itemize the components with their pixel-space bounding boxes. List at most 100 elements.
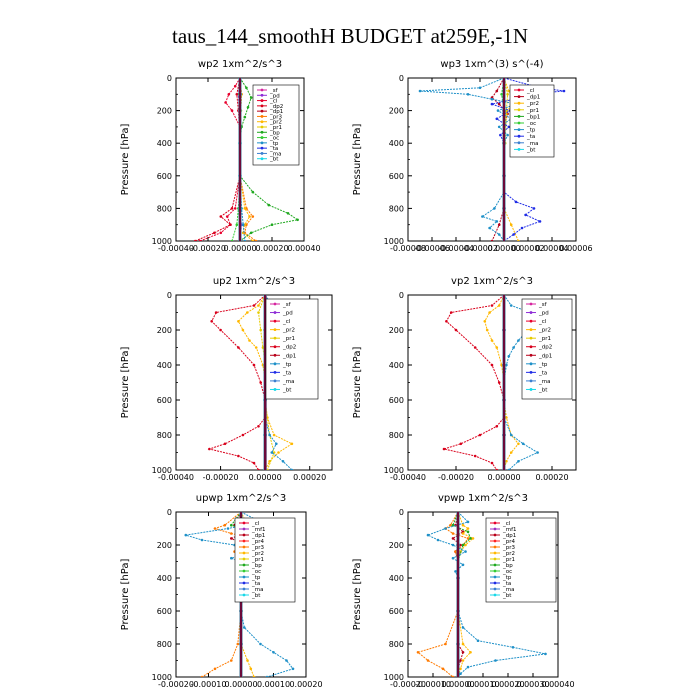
legend-item: _dp1 (257, 109, 283, 115)
legend-marker (273, 345, 277, 349)
series-line (240, 512, 262, 677)
data-point (495, 220, 499, 223)
legend-marker (242, 581, 246, 585)
legend-label: _sf (282, 302, 292, 308)
data-point (246, 659, 249, 662)
legend-marker (273, 302, 277, 306)
data-point (466, 665, 470, 669)
x-tick-label: -0.00020 (190, 244, 226, 253)
data-point (243, 207, 247, 210)
legend-label: _pr1 (502, 557, 515, 563)
data-point (252, 363, 256, 367)
data-point (235, 93, 239, 96)
data-point (261, 346, 265, 349)
legend-item: _dp2 (526, 345, 552, 351)
data-point (249, 96, 253, 99)
data-point (275, 442, 278, 446)
legend-item: _dp1 (490, 533, 516, 539)
data-point (499, 133, 502, 137)
legend-label: _tp (502, 575, 512, 581)
legend-item: _dp1 (514, 95, 540, 101)
legend-marker (493, 593, 497, 597)
legend-marker (517, 134, 521, 138)
legend-label: _mf1 (251, 527, 266, 533)
data-point (481, 215, 484, 218)
data-point (451, 556, 455, 560)
chart-panel-1: wp2 1xm^2/s^3 Pressure [hPa] 0 200 400 600 800… (120, 59, 321, 253)
x-tick-label: 0.00010 (466, 680, 499, 689)
legend-item: _mf1 (490, 527, 517, 533)
data-point (490, 304, 494, 307)
data-point (505, 416, 508, 419)
legend-item: _bp (239, 563, 262, 569)
data-point (198, 239, 202, 241)
legend-label: _sf (538, 302, 548, 308)
legend-box (252, 84, 300, 166)
legend-label: _cl (538, 319, 547, 325)
legend-item: _tp (270, 362, 292, 368)
data-point (469, 651, 472, 654)
legend-label: _dp1 (269, 109, 283, 115)
data-point (505, 363, 508, 367)
legend-marker (493, 557, 497, 561)
data-point (235, 223, 239, 226)
legend-label: _bp (502, 563, 513, 569)
data-point (230, 207, 234, 210)
series-line (426, 512, 546, 677)
data-point (494, 659, 497, 662)
legend-marker (517, 108, 521, 112)
legend-label: _tp (282, 362, 292, 368)
y-tick-label: 800 (157, 640, 172, 649)
series-line (442, 295, 505, 470)
legend-label: _pr1 (251, 557, 264, 563)
data-point (497, 102, 501, 106)
data-point (536, 451, 539, 454)
data-point (478, 86, 482, 90)
data-point (290, 468, 294, 470)
data-point (466, 527, 470, 530)
data-point (524, 213, 527, 217)
y-tick-label: 1000 (152, 237, 172, 246)
legend-marker (260, 120, 264, 124)
data-point (509, 304, 513, 307)
legend-item: _bt (514, 147, 536, 153)
legend-item: _cl (514, 88, 535, 94)
data-point (507, 89, 511, 93)
legend-label: _tp (251, 575, 261, 581)
data-point (249, 667, 253, 671)
data-point (237, 320, 240, 323)
x-tick-label: -0.00008 (390, 244, 426, 253)
data-point (490, 97, 494, 101)
data-point (466, 520, 470, 524)
data-point (495, 468, 499, 470)
panel-title: wp2 1xm^2/s^3 (198, 59, 282, 70)
legend-label: _pr2 (251, 551, 264, 557)
y-tick-label: 1000 (384, 466, 404, 475)
legend-label: _bt (269, 157, 279, 163)
series-line (201, 512, 255, 677)
data-point (219, 231, 223, 235)
data-point (254, 239, 258, 241)
legend-item: _ta (490, 581, 511, 587)
data-point (230, 537, 233, 540)
series-line (419, 78, 518, 241)
legend-label: _pr4 (502, 539, 516, 545)
legend-label: _pd (269, 93, 280, 99)
legend-label: _dp1 (538, 353, 552, 359)
x-tick-label: 0.00006 (559, 244, 592, 253)
data-point (272, 651, 275, 654)
legend-marker (529, 336, 533, 340)
legend-item: _pr1 (526, 336, 551, 342)
data-point (521, 442, 525, 446)
legend-label: _pd (538, 311, 549, 317)
legend-item: _tp (526, 362, 548, 368)
panel-title: vp2 1xm^2/s^3 (451, 276, 533, 287)
data-point (243, 626, 246, 629)
data-point (230, 109, 234, 112)
legend-item: _ma (490, 587, 514, 593)
x-tick-label: -0.00020 (438, 473, 474, 482)
legend-box (265, 298, 319, 400)
data-point (493, 207, 496, 210)
data-point (237, 454, 240, 458)
data-point (229, 223, 232, 226)
